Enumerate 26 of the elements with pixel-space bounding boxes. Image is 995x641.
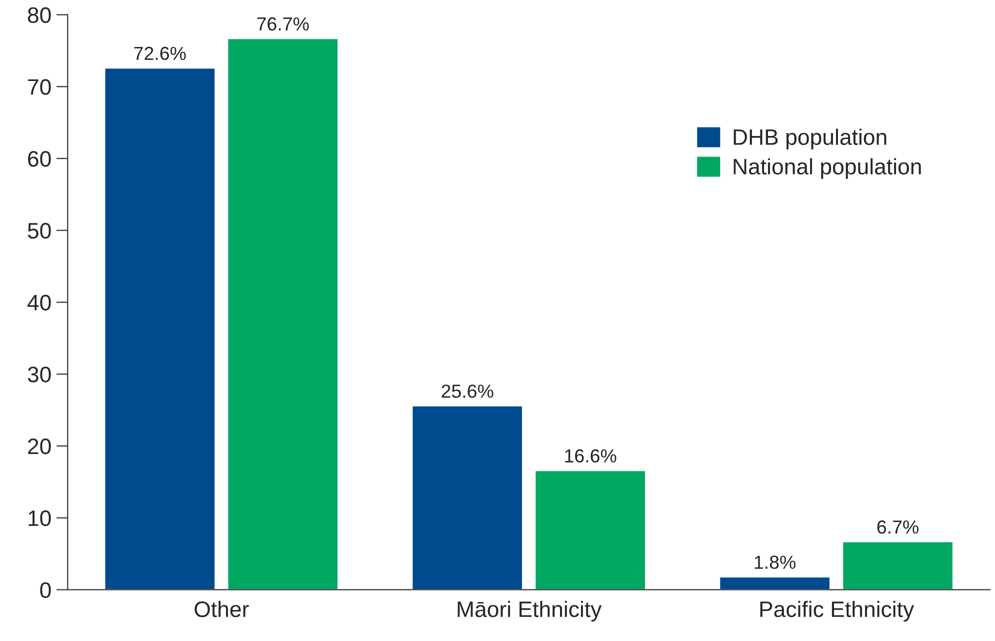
bar: [718, 576, 831, 590]
bar: [534, 470, 646, 590]
y-tick-label: 50: [28, 222, 51, 239]
data-label: 25.6%: [442, 384, 494, 398]
x-tick-label: Pacific Ethnicity: [760, 600, 914, 622]
data-label: 6.7%: [877, 520, 918, 534]
x-tick-label: Māori Ethnicity: [458, 600, 602, 622]
legend-label: DHB population: [734, 128, 886, 150]
data-label: 1.8%: [754, 556, 796, 569]
y-tick-label: 0: [40, 582, 51, 598]
data-label: 72.6%: [134, 46, 186, 60]
bar: [226, 38, 339, 590]
legend-label: National population: [734, 158, 921, 179]
bar: [104, 67, 216, 590]
y-tick-label: 40: [27, 294, 51, 310]
y-tick-label: 30: [28, 366, 51, 382]
y-tick-label: 20: [28, 438, 51, 454]
y-tick-label: 80: [28, 7, 51, 24]
data-label: 76.7%: [257, 17, 309, 31]
bar: [842, 540, 954, 590]
bar: [411, 405, 524, 590]
x-tick-label: Other: [194, 600, 249, 618]
y-tick-label: 70: [28, 79, 51, 95]
y-tick-label: 60: [28, 151, 51, 167]
y-tick-label: 10: [28, 510, 51, 526]
data-label: 16.6%: [565, 449, 616, 463]
